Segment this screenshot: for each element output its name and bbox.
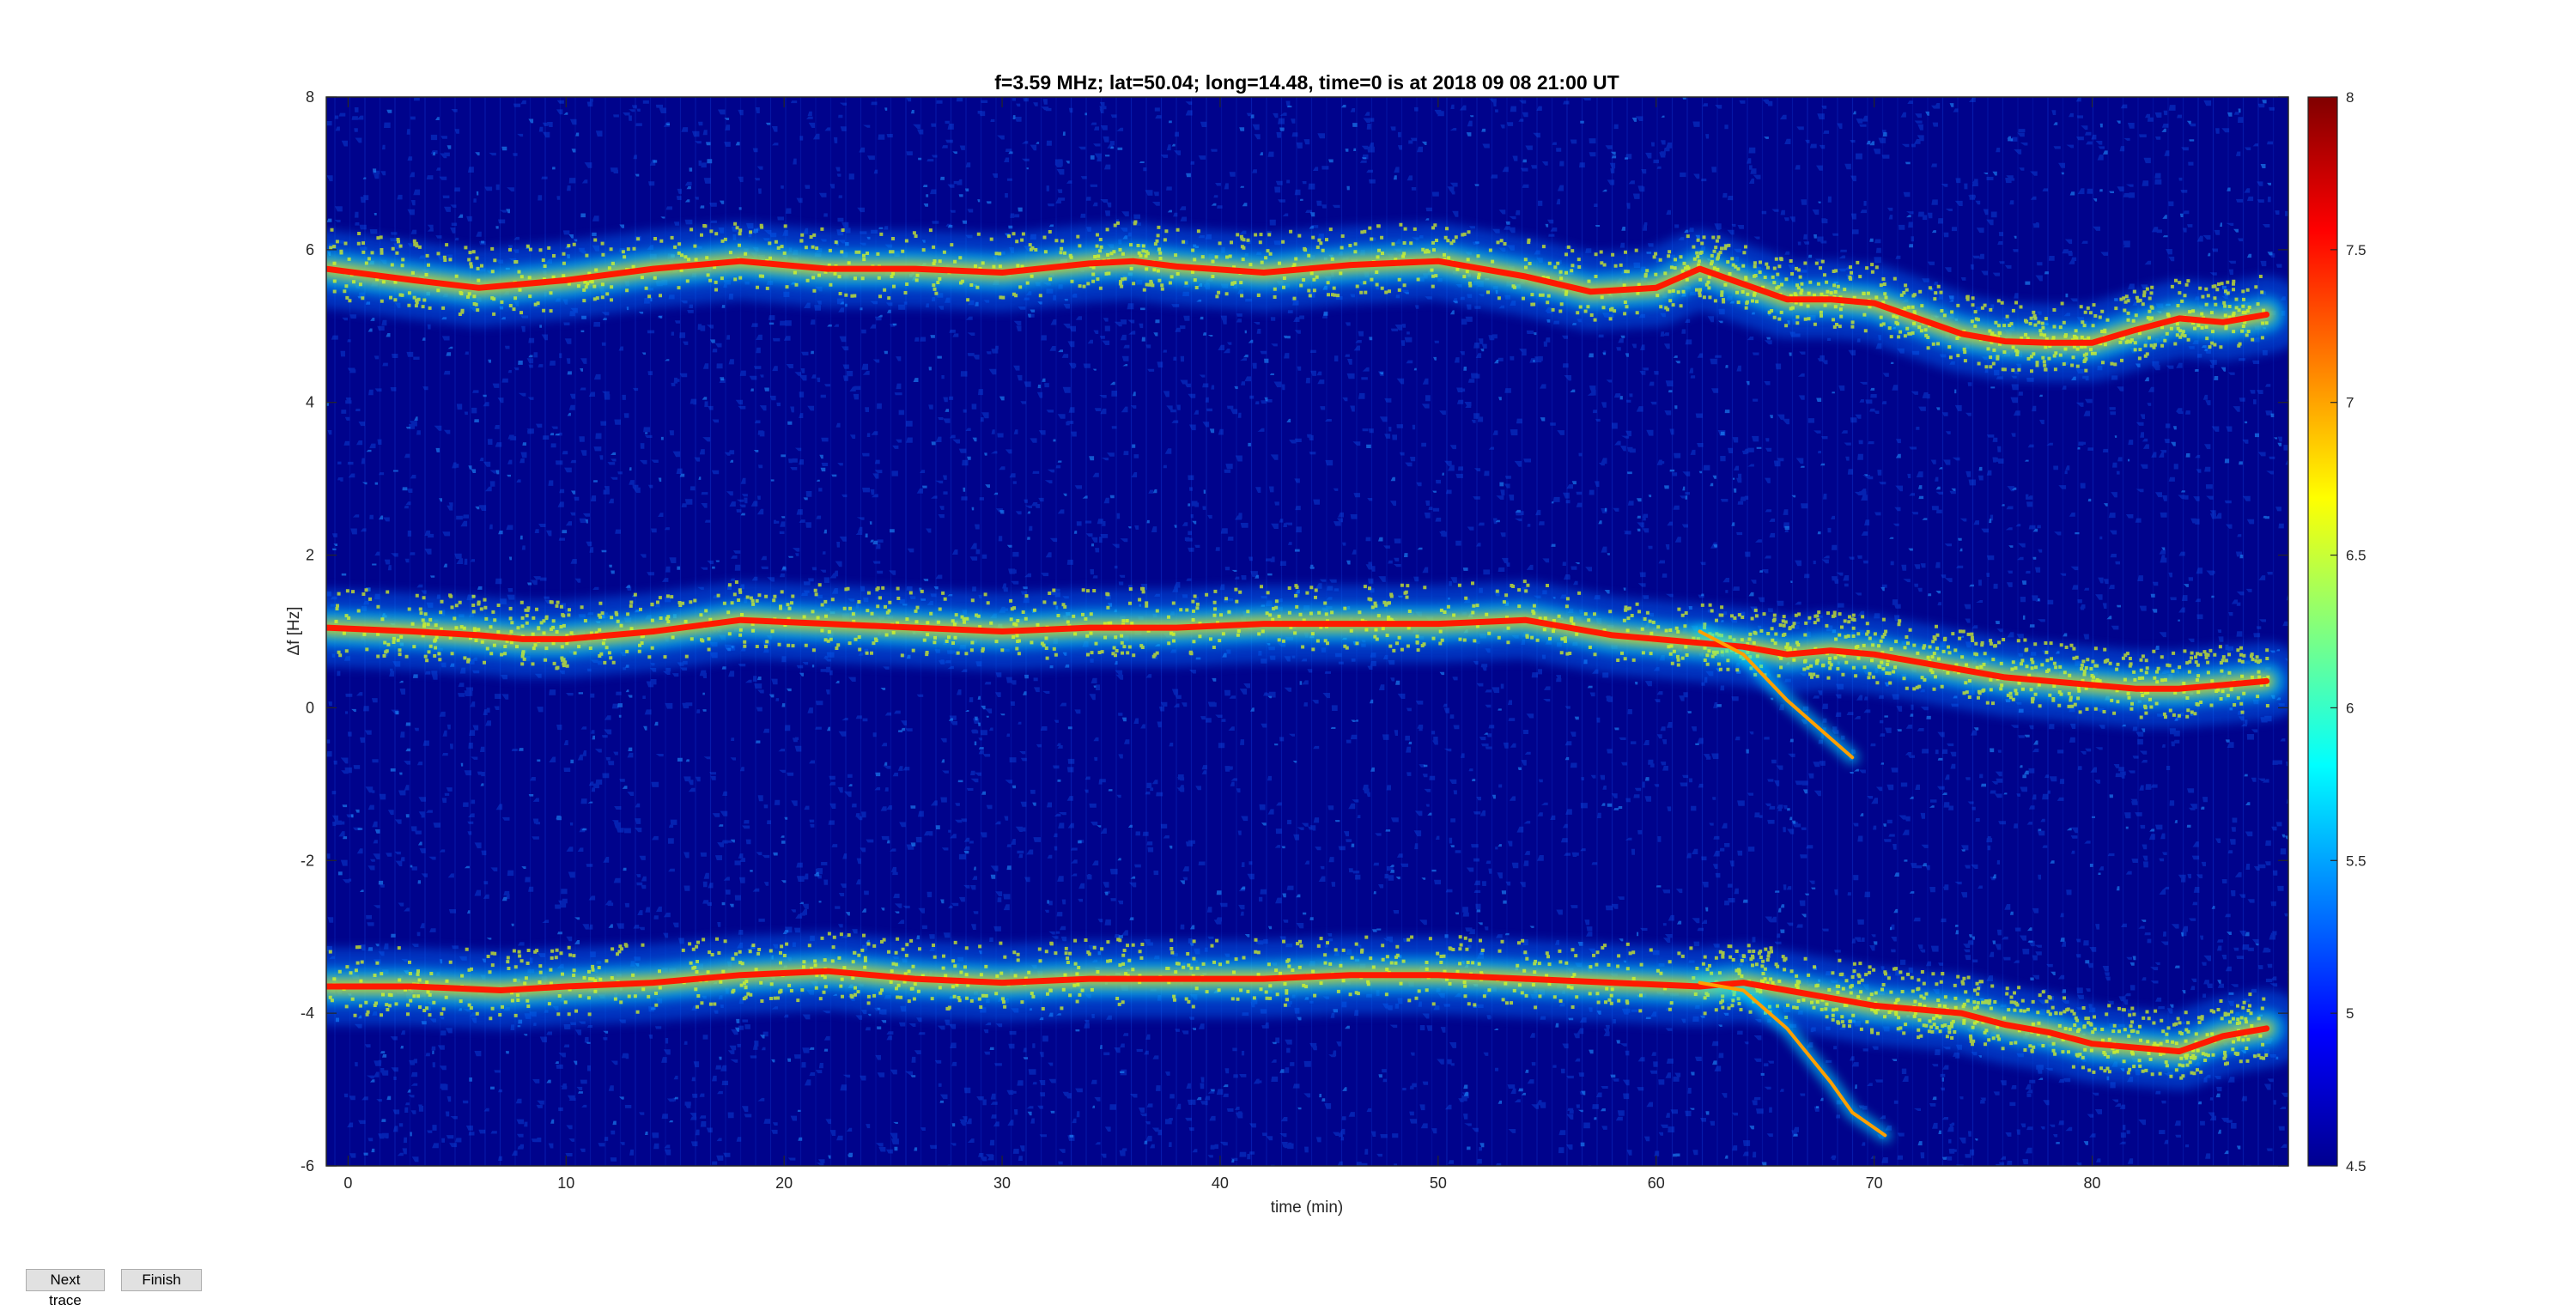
colorbar-gradient: [2307, 96, 2338, 1167]
band-speckle: [329, 220, 2269, 373]
colorbar-tick-label: 6: [2346, 700, 2354, 716]
y-axis: -6 -4 -2 0 2 4 6 8: [301, 88, 2288, 1174]
next-trace-button[interactable]: Next trace: [26, 1269, 105, 1308]
colorbar: 4.5 5 5.5 6 6.5 7 7.5 8: [2307, 89, 2366, 1174]
x-tick-label: 80: [2083, 1174, 2100, 1192]
trace-layer: [326, 258, 2270, 1138]
colorbar-tick-label: 4.5: [2346, 1158, 2366, 1174]
plot-frame: [325, 96, 2289, 1167]
colorbar-tick-label: 8: [2346, 89, 2354, 106]
band-speckle: [334, 580, 2270, 719]
finish-button[interactable]: Finish: [121, 1269, 202, 1291]
x-axis: 0 10 20 30 40 50 60 70 80: [343, 97, 2101, 1192]
y-tick-label: 8: [306, 88, 314, 106]
chart-title: f=3.59 MHz; lat=50.04; long=14.48, time=…: [994, 71, 1619, 94]
colorbar-tick-label: 5.5: [2346, 853, 2366, 869]
x-tick-label: 20: [775, 1174, 793, 1192]
x-tick-label: 50: [1430, 1174, 1447, 1192]
x-axis-label: time (min): [1271, 1199, 1343, 1217]
plot-area: [325, 96, 2289, 1167]
branch-trace: [1698, 629, 1855, 760]
y-axis-label: Δf [Hz]: [285, 606, 303, 655]
x-tick-label: 0: [343, 1174, 352, 1192]
x-tick-label: 60: [1648, 1174, 1665, 1192]
y-tick-label: 4: [306, 394, 314, 411]
colorbar-ticks: 4.5 5 5.5 6 6.5 7 7.5 8: [2330, 89, 2366, 1174]
y-tick-label: -4: [301, 1004, 314, 1022]
trace-line: [326, 968, 2270, 1055]
y-tick-label: 0: [306, 699, 314, 716]
colorbar-tick-label: 6.5: [2346, 548, 2366, 564]
branch-trace: [1698, 980, 1887, 1138]
colorbar-tick-label: 7.5: [2346, 242, 2366, 258]
colorbar-tick-label: 7: [2346, 395, 2354, 411]
band-speckle: [328, 932, 2269, 1080]
trace-line: [326, 616, 2270, 692]
x-tick-label: 40: [1212, 1174, 1229, 1192]
y-tick-label: -2: [301, 852, 314, 869]
y-tick-label: -6: [301, 1157, 314, 1174]
y-tick-label: 6: [306, 241, 314, 258]
x-tick-label: 10: [557, 1174, 574, 1192]
x-tick-label: 30: [993, 1174, 1011, 1192]
colorbar-tick-label: 5: [2346, 1005, 2354, 1022]
x-tick-label: 70: [1866, 1174, 1883, 1192]
trace-line: [326, 258, 2270, 346]
y-tick-label: 2: [306, 547, 314, 564]
